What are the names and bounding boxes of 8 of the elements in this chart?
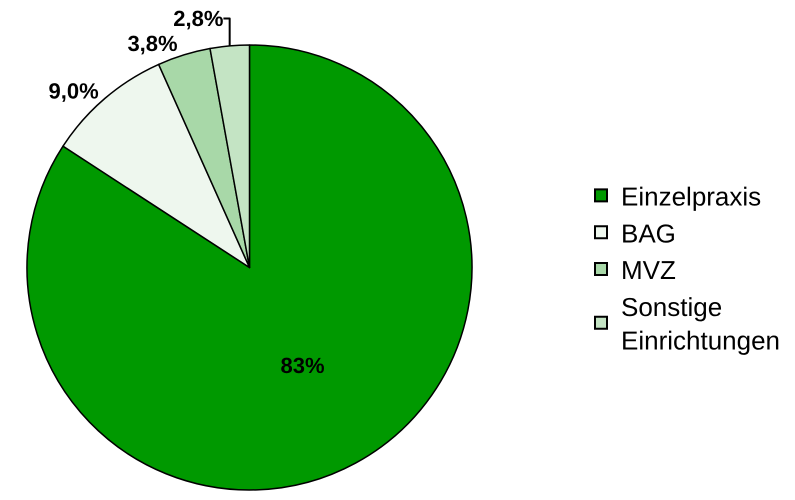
data-label: 83% xyxy=(280,352,325,378)
legend-label: MVZ xyxy=(621,255,676,286)
legend-label: Sonstige Einrichtungen xyxy=(621,292,780,356)
legend-label: Einzelpraxis xyxy=(621,182,762,212)
data-label: 3,8% xyxy=(127,30,178,56)
legend-label: BAG xyxy=(621,218,676,248)
data-label: 2,8% xyxy=(173,6,224,31)
data-label: 9,0% xyxy=(48,78,99,104)
